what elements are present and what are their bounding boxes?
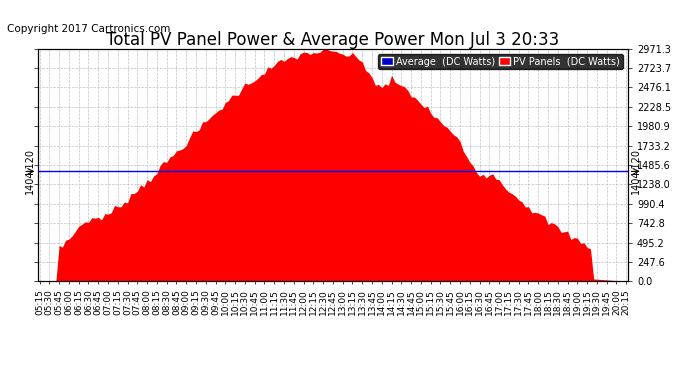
Text: 1404.120: 1404.120 (631, 148, 641, 194)
Title: Total PV Panel Power & Average Power Mon Jul 3 20:33: Total PV Panel Power & Average Power Mon… (106, 31, 560, 49)
Text: 1404.120: 1404.120 (25, 148, 35, 194)
Text: Copyright 2017 Cartronics.com: Copyright 2017 Cartronics.com (7, 24, 170, 34)
Legend: Average  (DC Watts), PV Panels  (DC Watts): Average (DC Watts), PV Panels (DC Watts) (378, 54, 623, 69)
